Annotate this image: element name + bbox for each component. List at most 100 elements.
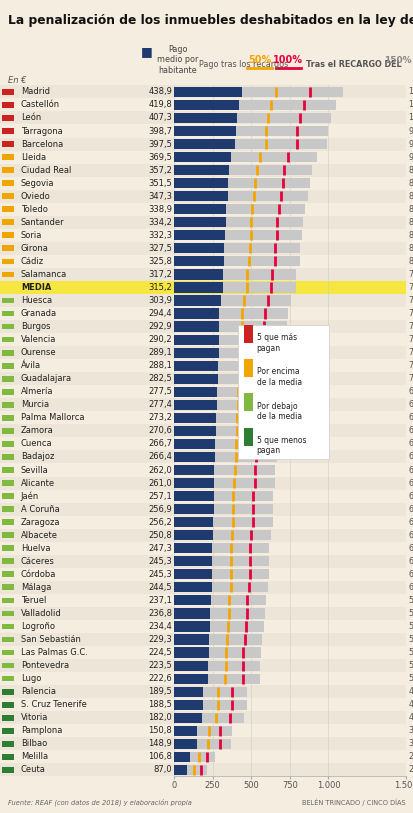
- Bar: [173, 452, 214, 462]
- Bar: [0, 111, 413, 124]
- Bar: [0, 541, 413, 554]
- Bar: [173, 739, 197, 749]
- Bar: [0, 580, 413, 593]
- Text: Teruel: Teruel: [21, 596, 46, 605]
- Text: 288,1: 288,1: [148, 361, 172, 370]
- Bar: [173, 752, 190, 762]
- Bar: [0, 711, 413, 724]
- Bar: [2, 337, 14, 342]
- Bar: [0, 620, 413, 633]
- Text: Salamanca: Salamanca: [21, 270, 67, 279]
- Bar: [173, 282, 222, 293]
- Bar: [173, 660, 208, 671]
- Text: 325,8: 325,8: [148, 257, 172, 266]
- Text: Granada: Granada: [21, 309, 57, 318]
- Text: 315,2: 315,2: [148, 283, 172, 292]
- Text: Las Palmas G.C.: Las Palmas G.C.: [21, 648, 88, 657]
- Text: Murcia: Murcia: [21, 400, 49, 409]
- Text: Huesca: Huesca: [21, 296, 52, 305]
- Bar: [2, 637, 14, 642]
- Bar: [0, 320, 413, 333]
- Text: Palma Mallorca: Palma Mallorca: [21, 413, 84, 422]
- Bar: [0, 502, 413, 515]
- Text: 357,2: 357,2: [148, 166, 172, 175]
- Text: Sevilla: Sevilla: [21, 466, 48, 475]
- Bar: [0, 346, 413, 359]
- Text: Girona: Girona: [21, 244, 49, 253]
- Bar: [173, 752, 215, 762]
- Bar: [0, 215, 413, 228]
- Bar: [0, 724, 413, 737]
- Text: 332,3: 332,3: [148, 231, 172, 240]
- Bar: [0, 137, 413, 150]
- Bar: [173, 582, 268, 593]
- Bar: [173, 256, 299, 267]
- Bar: [2, 506, 14, 512]
- Bar: [173, 569, 211, 580]
- Bar: [2, 572, 14, 577]
- Text: Huelva: Huelva: [21, 544, 50, 553]
- Bar: [173, 465, 275, 475]
- Text: 150,8: 150,8: [148, 726, 172, 735]
- Bar: [173, 230, 301, 241]
- Bar: [0, 150, 413, 163]
- Bar: [2, 585, 14, 590]
- Bar: [0, 398, 413, 411]
- Bar: [173, 126, 327, 136]
- Text: 236,8: 236,8: [148, 609, 172, 618]
- Bar: [0, 307, 413, 320]
- Bar: [2, 741, 14, 746]
- Text: Alicante: Alicante: [21, 479, 55, 488]
- Bar: [173, 100, 238, 110]
- Text: 398,7: 398,7: [148, 127, 172, 136]
- Text: 188,5: 188,5: [148, 700, 172, 709]
- Bar: [0, 646, 413, 659]
- Bar: [173, 100, 335, 110]
- Bar: [173, 87, 343, 97]
- Bar: [173, 256, 224, 267]
- Text: 338,9: 338,9: [148, 205, 172, 214]
- Bar: [2, 533, 14, 538]
- Bar: [0, 672, 413, 685]
- Text: Melilla: Melilla: [21, 752, 48, 761]
- Text: 224,5: 224,5: [148, 648, 172, 657]
- Bar: [0, 359, 413, 372]
- Bar: [0, 176, 413, 189]
- Bar: [0, 98, 413, 111]
- Bar: [0, 398, 413, 411]
- Bar: [2, 611, 14, 616]
- Bar: [2, 376, 14, 381]
- Text: 334,2: 334,2: [148, 218, 172, 227]
- Bar: [173, 700, 202, 710]
- Bar: [2, 493, 14, 499]
- Bar: [0, 241, 413, 254]
- Bar: [173, 308, 287, 319]
- Bar: [2, 428, 14, 434]
- Text: Lugo: Lugo: [21, 674, 41, 683]
- Bar: [0, 567, 413, 580]
- Bar: [0, 294, 413, 307]
- Text: Bilbao: Bilbao: [21, 739, 47, 748]
- Text: Oviedo: Oviedo: [21, 192, 50, 201]
- Bar: [173, 321, 286, 332]
- Bar: [173, 165, 311, 176]
- Bar: [0, 124, 413, 137]
- Bar: [0, 150, 413, 163]
- Bar: [0, 268, 413, 281]
- Text: Málaga: Málaga: [21, 583, 51, 592]
- Bar: [0, 137, 413, 150]
- Bar: [0, 385, 413, 398]
- Bar: [173, 543, 211, 554]
- Bar: [2, 246, 14, 251]
- Bar: [173, 113, 236, 123]
- Text: MEDIA: MEDIA: [21, 283, 51, 292]
- Bar: [0, 437, 413, 450]
- Bar: [173, 321, 218, 332]
- Bar: [173, 504, 273, 514]
- Bar: [0, 346, 413, 359]
- Bar: [0, 593, 413, 607]
- Bar: [0, 411, 413, 424]
- Bar: [173, 530, 270, 541]
- Bar: [0, 281, 413, 294]
- Bar: [173, 700, 246, 710]
